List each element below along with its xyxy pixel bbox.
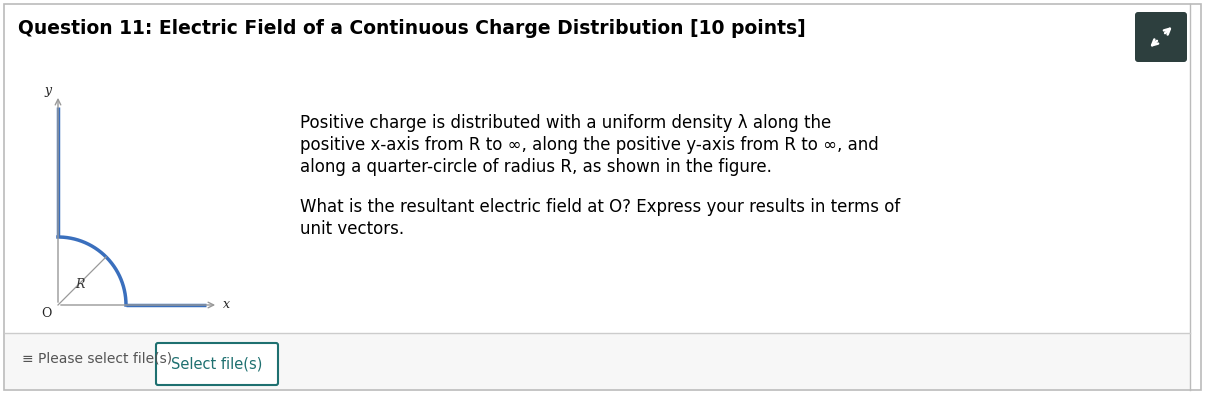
Text: R: R: [75, 279, 84, 292]
Text: along a quarter-circle of radius R, as shown in the figure.: along a quarter-circle of radius R, as s…: [300, 158, 772, 176]
Text: Positive charge is distributed with a uniform density λ along the: Positive charge is distributed with a un…: [300, 114, 831, 132]
Text: y: y: [45, 84, 52, 97]
Text: What is the resultant electric field at O? Express your results in terms of: What is the resultant electric field at …: [300, 198, 900, 216]
FancyBboxPatch shape: [1135, 12, 1187, 62]
Text: O: O: [42, 307, 52, 320]
Text: Question 11: Electric Field of a Continuous Charge Distribution [10 points]: Question 11: Electric Field of a Continu…: [18, 19, 806, 38]
FancyBboxPatch shape: [156, 343, 279, 385]
Text: positive x-axis from R to ∞, along the positive y-axis from R to ∞, and: positive x-axis from R to ∞, along the p…: [300, 136, 879, 154]
Text: x: x: [223, 299, 230, 312]
Text: Select file(s): Select file(s): [171, 357, 263, 372]
Text: ≡ Please select file(s): ≡ Please select file(s): [22, 351, 172, 365]
FancyBboxPatch shape: [4, 4, 1201, 390]
Text: unit vectors.: unit vectors.: [300, 220, 404, 238]
Bar: [5, 334, 1190, 389]
